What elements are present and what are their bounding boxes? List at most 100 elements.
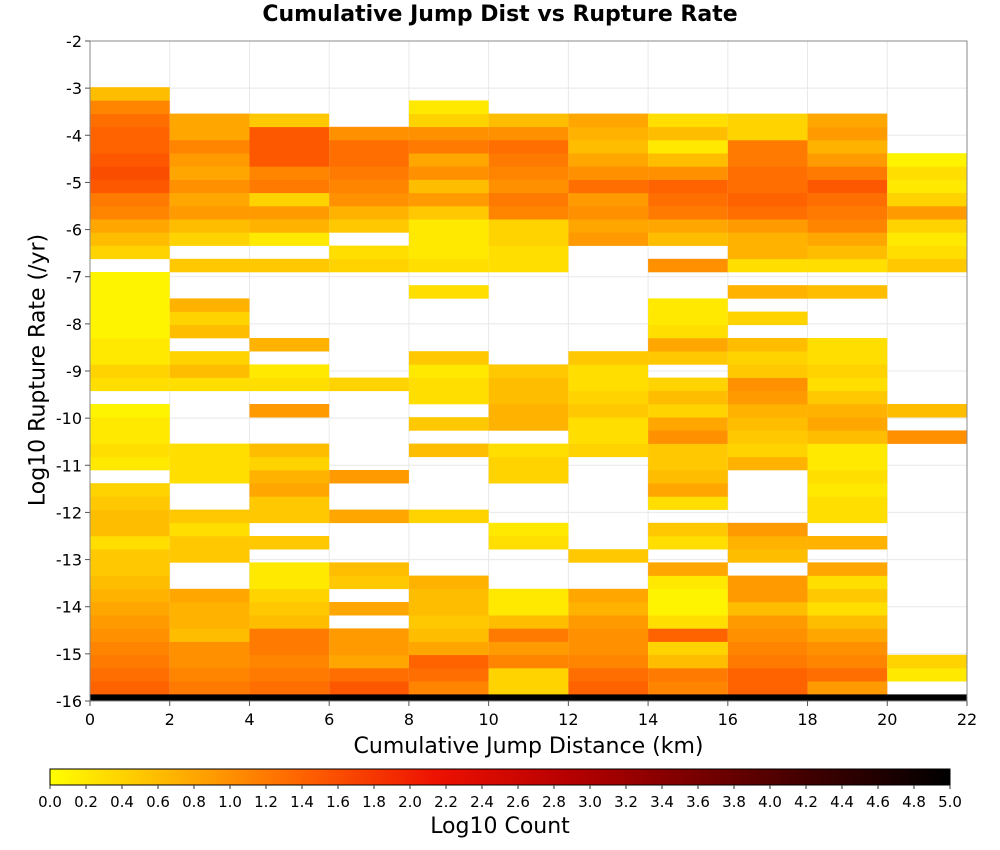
heatmap-cell (329, 470, 409, 484)
x-tick-label: 4 (244, 710, 254, 729)
heatmap-cell (249, 470, 330, 484)
y-tick-label: -8 (66, 315, 82, 334)
heatmap-cell (648, 192, 728, 207)
heatmap-cell (249, 562, 330, 576)
colorbar-tick-label: 1.0 (218, 793, 242, 811)
heatmap-cell (169, 443, 250, 458)
heatmap-cell (249, 404, 330, 418)
colorbar-tick-label: 0.8 (182, 793, 206, 811)
colorbar-ticks: 0.0 0.2 0.4 0.6 0.8 1.0 1.2 1.4 1.6 1.8 2.0 2.2 2.4 2… (38, 785, 962, 811)
heatmap-cell (169, 549, 250, 563)
heatmap-cell (488, 390, 569, 405)
heatmap-cell (488, 219, 569, 233)
colorbar-tick-label: 3.4 (650, 793, 674, 811)
y-tick-label: -13 (56, 551, 82, 570)
heatmap-cell (488, 364, 569, 378)
heatmap-cell (408, 126, 489, 141)
heatmap-cell (648, 615, 728, 629)
heatmap-cell (90, 179, 170, 194)
heatmap-cell (169, 628, 250, 642)
heatmap-cell (727, 668, 808, 682)
heatmap-cell (329, 654, 409, 669)
heatmap-cell (249, 588, 330, 603)
heatmap-cell (887, 219, 967, 233)
heatmap-cell (408, 258, 489, 273)
heatmap-cell (90, 338, 170, 352)
heatmap-cell (408, 285, 489, 299)
heatmap-cell (488, 206, 569, 220)
heatmap-cell (249, 377, 330, 392)
heatmap-cell (648, 681, 728, 695)
heatmap-cell (887, 654, 967, 669)
heatmap-cell (488, 404, 569, 418)
y-tick-label: -3 (66, 79, 82, 98)
heatmap-cell (807, 430, 888, 444)
heatmap-cell (568, 192, 649, 207)
colorbar-tick-label: 0.6 (146, 793, 170, 811)
heatmap-cell (648, 456, 728, 471)
heatmap-cell (169, 179, 250, 194)
heatmap-cell (90, 153, 170, 167)
heatmap-cell (648, 153, 728, 167)
heatmap-cell (90, 100, 170, 114)
heatmap-cell (408, 575, 489, 590)
heatmap-cell (90, 509, 170, 524)
colorbar-tick-label: 0.0 (38, 793, 62, 811)
heatmap-cell (90, 562, 170, 576)
heatmap-cell (169, 364, 250, 378)
heatmap-cell (169, 615, 250, 629)
colorbar-tick-label: 2.0 (398, 793, 422, 811)
heatmap-cell (727, 206, 808, 220)
heatmap-cell (249, 615, 330, 629)
colorbar-tick-label: 2.2 (434, 793, 458, 811)
heatmap-cell (727, 602, 808, 616)
heatmap-cell (807, 206, 888, 220)
heatmap-cell (807, 470, 888, 484)
heatmap-cell (408, 417, 489, 431)
x-tick-label: 22 (957, 710, 977, 729)
heatmap-cell (807, 417, 888, 431)
heatmap-cell (408, 113, 489, 128)
heatmap-cell (408, 166, 489, 180)
heatmap-cell (90, 351, 170, 365)
heatmap-cell (408, 654, 489, 669)
heatmap-cell (727, 179, 808, 194)
heatmap-cell (648, 536, 728, 550)
heatmap-cell (249, 219, 330, 233)
heatmap-cell (329, 153, 409, 167)
heatmap-cell (807, 615, 888, 629)
heatmap-cell (249, 509, 330, 524)
heatmap-cell (169, 536, 250, 550)
heatmap-cell (488, 192, 569, 207)
heatmap-cell (727, 232, 808, 246)
heatmap-cell (727, 615, 808, 629)
heatmap-cell (408, 219, 489, 233)
heatmap-cell (169, 298, 250, 312)
heatmap-cell (90, 615, 170, 629)
heatmap-cell (568, 351, 649, 365)
heatmap-cell (648, 258, 728, 273)
heatmap-cell (169, 351, 250, 365)
heatmap-cell (488, 588, 569, 603)
x-axis-ticks: 0 2 4 6 8 10 12 14 16 18 20 22 (85, 701, 977, 729)
heatmap-cell (329, 377, 409, 392)
heatmap-cell (249, 668, 330, 682)
colorbar-tick-label: 1.4 (290, 793, 314, 811)
y-tick-label: -14 (56, 598, 82, 617)
heatmap-cell (488, 615, 569, 629)
heatmap-cell (488, 536, 569, 550)
heatmap-cell (568, 113, 649, 128)
heatmap-cell (648, 443, 728, 458)
heatmap-cell (169, 470, 250, 484)
heatmap-cell (727, 443, 808, 458)
heatmap-cell (807, 364, 888, 378)
heatmap-cell (329, 126, 409, 141)
heatmap-cell (648, 219, 728, 233)
heatmap-cell (807, 126, 888, 141)
heatmap-cell (887, 179, 967, 194)
heatmap-cell (648, 166, 728, 180)
heatmap-cell (648, 562, 728, 576)
heatmap-cell (727, 364, 808, 378)
heatmap-cell (329, 509, 409, 524)
